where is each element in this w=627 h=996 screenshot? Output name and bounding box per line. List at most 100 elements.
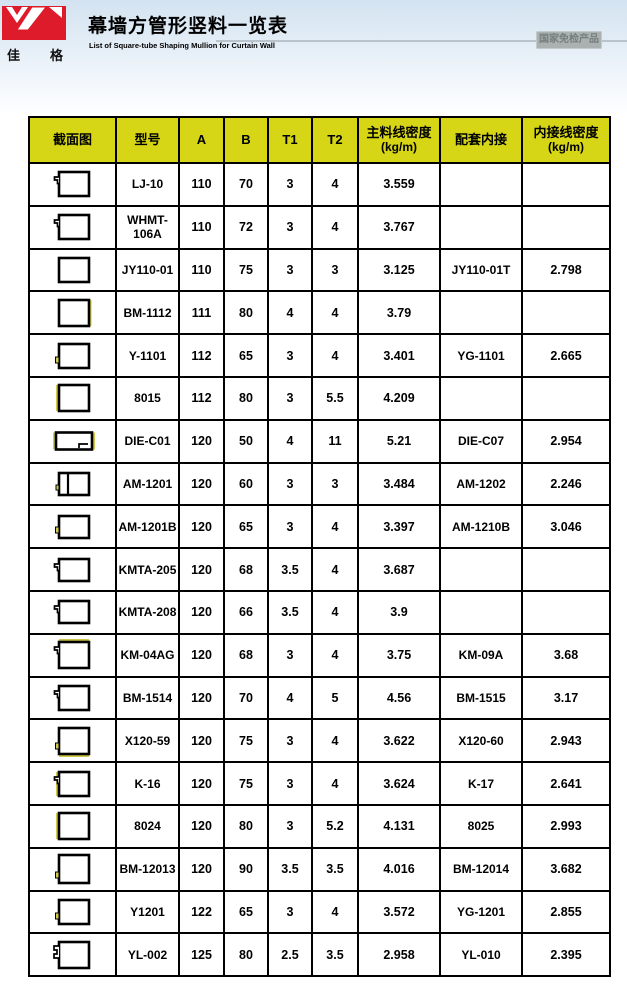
model-cell: 8024 [115, 803, 180, 849]
column-header-7: 主料线密度 (kg/m) [357, 116, 441, 164]
inner-density-cell: 3.17 [521, 675, 611, 721]
dim-t1-cell: 3 [267, 375, 313, 421]
dim-a-cell: 122 [178, 889, 225, 935]
dim-t2-cell: 3.5 [311, 846, 359, 892]
table-row: 8015 112 80 3 5.5 4.209 [28, 375, 611, 421]
inner-model-cell: 8025 [439, 803, 523, 849]
dim-t2-cell: 3.5 [311, 932, 359, 978]
dim-t2-cell: 4 [311, 632, 359, 678]
table-row: X120-59 120 75 3 4 3.622 X120-60 2.943 [28, 718, 611, 764]
section-icon-cell [28, 418, 117, 464]
table-row: 8024 120 80 3 5.2 4.131 8025 2.993 [28, 803, 611, 849]
column-header-label: 型号 [134, 131, 161, 147]
model-cell: BM-12013 [115, 846, 180, 892]
profile-section-icon [31, 467, 114, 501]
main-density-cell: 3.401 [357, 333, 441, 378]
dim-b-cell: 65 [223, 504, 269, 550]
dim-a-cell: 120 [178, 504, 225, 550]
table-row: LJ-10 110 70 3 4 3.559 [28, 162, 611, 207]
dim-b-cell: 70 [223, 162, 269, 207]
dim-t2-cell: 3 [311, 247, 359, 293]
inner-density-cell: 2.665 [521, 333, 611, 378]
dim-t1-cell: 4 [267, 418, 313, 464]
top-gradient-band [0, 0, 627, 115]
main-density-cell: 3.767 [357, 204, 441, 250]
table-header: 截面图 型号 A B T1 T2 主料线密度 (kg/m) 配套内接 内接线密度 (kg/m) [28, 116, 611, 164]
dim-a-cell: 120 [178, 718, 225, 764]
inner-model-cell: DIE-C07 [439, 418, 523, 464]
section-icon-cell [28, 375, 117, 421]
inner-model-cell: YG-1201 [439, 889, 523, 935]
dim-a-cell: 120 [178, 675, 225, 721]
dim-b-cell: 68 [223, 547, 269, 592]
profile-section-icon [31, 210, 114, 244]
main-density-cell: 4.016 [357, 846, 441, 892]
section-icon-cell [28, 803, 117, 849]
main-density-cell: 3.125 [357, 247, 441, 293]
column-header-8: 配套内接 [439, 116, 523, 164]
table-row: KMTA-205 120 68 3.5 4 3.687 [28, 547, 611, 592]
profile-section-icon [31, 553, 114, 587]
dim-t1-cell: 3 [267, 204, 313, 250]
section-icon-cell [28, 162, 117, 207]
inner-density-cell [521, 290, 611, 336]
model-cell: KMTA-208 [115, 589, 180, 635]
main-density-cell: 3.9 [357, 589, 441, 635]
dim-t2-cell: 4 [311, 162, 359, 207]
table-row: AM-1201B 120 65 3 4 3.397 AM-1210B 3.046 [28, 504, 611, 550]
section-icon-cell [28, 675, 117, 721]
dim-b-cell: 70 [223, 675, 269, 721]
inner-density-cell: 2.855 [521, 889, 611, 935]
table-row: BM-1514 120 70 4 5 4.56 BM-1515 3.17 [28, 675, 611, 721]
section-icon-cell [28, 632, 117, 678]
dim-t1-cell: 3 [267, 247, 313, 293]
dim-t1-cell: 3 [267, 504, 313, 550]
dim-t2-cell: 4 [311, 889, 359, 935]
inner-model-cell: KM-09A [439, 632, 523, 678]
dim-a-cell: 120 [178, 461, 225, 507]
dim-t2-cell: 4 [311, 547, 359, 592]
certification-badge: 国家免检产品 [536, 31, 602, 49]
main-density-cell: 3.397 [357, 504, 441, 550]
section-icon-cell [28, 761, 117, 806]
table-row: BM-1112 111 80 4 4 3.79 [28, 290, 611, 336]
dim-b-cell: 65 [223, 889, 269, 935]
column-header-label: 配套内接 [454, 131, 507, 147]
brand-name: 佳格 [7, 45, 63, 64]
table-row: AM-1201 120 60 3 3 3.484 AM-1202 2.246 [28, 461, 611, 507]
brand-logo [2, 6, 66, 42]
main-density-cell: 3.75 [357, 632, 441, 678]
inner-model-cell: YL-010 [439, 932, 523, 978]
profile-section-icon [31, 424, 114, 458]
dim-b-cell: 80 [223, 290, 269, 336]
dim-t1-cell: 3 [267, 889, 313, 935]
brand-char-2: 格 [49, 48, 63, 63]
profile-section-icon [31, 595, 114, 629]
table-row: K-16 120 75 3 4 3.624 K-17 2.641 [28, 761, 611, 806]
dim-a-cell: 110 [178, 162, 225, 207]
dim-t1-cell: 3 [267, 333, 313, 378]
dim-t1-cell: 3.5 [267, 846, 313, 892]
model-cell: 8015 [115, 375, 180, 421]
model-cell: BM-1112 [115, 290, 180, 336]
inner-model-cell [439, 589, 523, 635]
dim-t2-cell: 4 [311, 718, 359, 764]
page-subtitle: List of Square-tube Shaping Mullion for … [89, 41, 275, 50]
dim-a-cell: 120 [178, 632, 225, 678]
dim-b-cell: 50 [223, 418, 269, 464]
profile-section-icon [31, 809, 114, 843]
dim-b-cell: 60 [223, 461, 269, 507]
inner-model-cell [439, 204, 523, 250]
dim-t1-cell: 4 [267, 675, 313, 721]
dim-t2-cell: 5.5 [311, 375, 359, 421]
inner-model-cell: BM-1515 [439, 675, 523, 721]
dim-t2-cell: 4 [311, 290, 359, 336]
section-icon-cell [28, 204, 117, 250]
model-cell: K-16 [115, 761, 180, 806]
column-header-5: T1 [267, 116, 313, 164]
dim-a-cell: 111 [178, 290, 225, 336]
section-icon-cell [28, 589, 117, 635]
dim-t1-cell: 4 [267, 290, 313, 336]
dim-t2-cell: 3 [311, 461, 359, 507]
dim-t2-cell: 4 [311, 333, 359, 378]
